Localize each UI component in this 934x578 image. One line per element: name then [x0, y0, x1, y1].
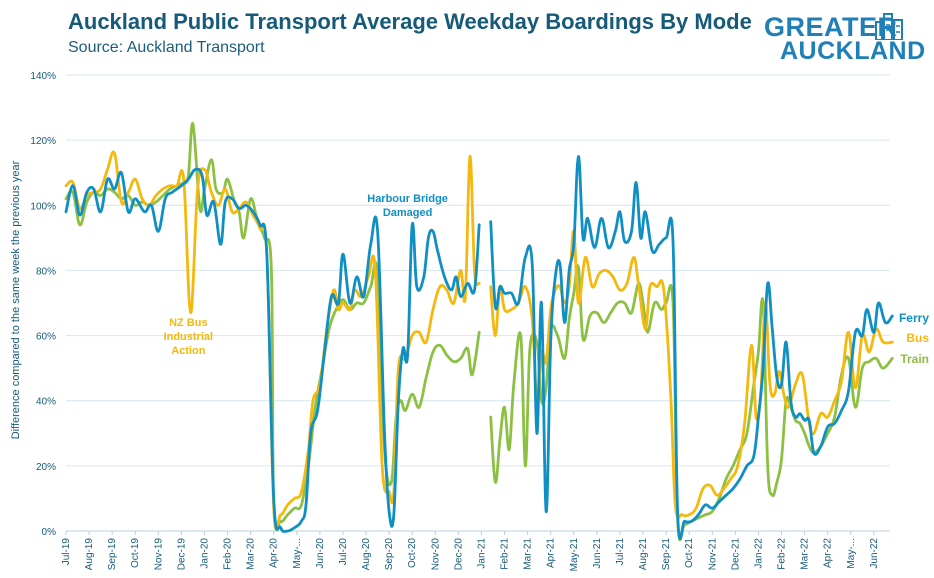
x-tick-label: Nov-19 — [153, 538, 164, 571]
building-icon — [875, 13, 903, 40]
annotation-bus-line: Action — [171, 345, 206, 357]
page-title: Auckland Public Transport Average Weekda… — [68, 9, 752, 34]
x-tick-label: Sep-19 — [107, 538, 118, 571]
y-tick-label: 80% — [36, 266, 56, 277]
ferry-series-line — [64, 167, 481, 533]
x-tick-label: Jul-19 — [61, 538, 72, 566]
x-tick-label: Dec-20 — [453, 538, 464, 571]
ferry-series-line — [489, 154, 894, 540]
bus-series-line — [64, 150, 481, 531]
annotation-bus-line: NZ Bus — [169, 317, 208, 329]
x-tick-label: Dec-19 — [176, 538, 187, 571]
x-tick-label: Apr-21 — [546, 538, 557, 568]
y-tick-label: 120% — [30, 136, 56, 147]
grid-layer: 0% 20% 40% 60% 80% 100% 120% 140% Jul-19 Aug-19 Se… — [30, 71, 890, 571]
legend-label-ferry: Ferry — [899, 311, 929, 325]
x-tick-label: Sep-20 — [384, 538, 395, 571]
y-tick-label: 140% — [30, 71, 56, 82]
x-tick-label: Dec-21 — [730, 538, 741, 571]
legend-label-train: Train — [900, 352, 929, 366]
x-tick-label: May-21 — [569, 538, 580, 572]
x-tick-label: Oct-21 — [684, 538, 695, 568]
y-axis-label: Difference compared to the same week the… — [10, 160, 22, 439]
x-tick-label: Aug-20 — [361, 538, 372, 571]
legend-label-bus: Bus — [906, 331, 929, 345]
x-tick-label: Nov-20 — [430, 538, 441, 571]
annotation-bus-line: Industrial — [164, 331, 214, 343]
x-tick-label: Jan-22 — [753, 538, 764, 569]
x-tick-label: Oct-19 — [130, 538, 141, 568]
x-tick-label: Jun-22 — [869, 538, 880, 569]
x-tick-label: Feb-22 — [777, 538, 788, 570]
y-tick-label: 60% — [36, 332, 56, 343]
y-tick-label: 20% — [36, 462, 56, 473]
x-tick-label: Jan-21 — [476, 538, 487, 569]
legend-layer: Ferry Bus Train — [899, 311, 929, 366]
bus-series-line — [489, 229, 894, 519]
x-tick-label: Feb-20 — [223, 538, 234, 570]
y-tick-label: 100% — [30, 201, 56, 212]
x-tick-label: May-... — [292, 538, 303, 569]
y-tick-label: 40% — [36, 397, 56, 408]
x-tick-label: Jul-21 — [615, 538, 626, 566]
x-tick-label: Feb-21 — [500, 538, 511, 570]
x-tick-label: Aug-19 — [84, 538, 95, 571]
x-tick-label: May-... — [846, 538, 857, 569]
train-series-line — [64, 122, 481, 532]
annotation-layer: NZ Bus Industrial Action Harbour Bridge Dama… — [164, 193, 448, 357]
x-tick-label: Nov-21 — [707, 538, 718, 571]
greater-auckland-logo: GREATER AUCKLAND — [762, 12, 925, 65]
x-tick-label: Jan-20 — [199, 538, 210, 569]
x-tick-label: Jun-20 — [315, 538, 326, 569]
x-tick-label: Mar-20 — [246, 538, 257, 570]
annotation-ferry-line: Damaged — [383, 207, 433, 219]
x-tick-label: Apr-20 — [269, 538, 280, 568]
x-tick-label: Jul-20 — [338, 538, 349, 566]
page-subtitle: Source: Auckland Transport — [68, 39, 265, 56]
logo-line-2: AUCKLAND — [780, 37, 926, 65]
y-tick-label: 0% — [42, 527, 57, 538]
x-tick-label: Oct-20 — [407, 538, 418, 568]
x-tick-label: Aug-21 — [638, 538, 649, 571]
annotation-ferry-line: Harbour Bridge — [367, 193, 448, 205]
x-tick-label: Apr-22 — [823, 538, 834, 568]
x-tick-label: Sep-21 — [661, 538, 672, 571]
x-tick-label: Jun-21 — [592, 538, 603, 569]
series-layer — [64, 122, 894, 542]
x-tick-label: Mar-21 — [523, 538, 534, 570]
x-tick-label: Mar-22 — [800, 538, 811, 570]
logo-line-1: GREATER — [764, 12, 898, 42]
